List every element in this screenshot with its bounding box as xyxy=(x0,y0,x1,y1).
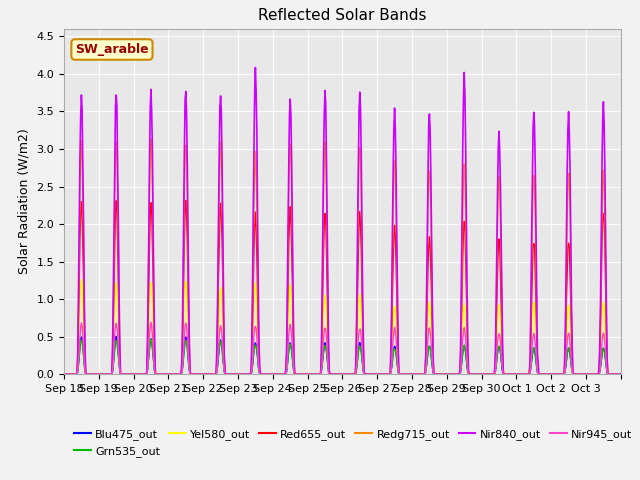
Blu475_out xyxy=(616,372,624,377)
Nir945_out xyxy=(257,372,264,377)
Line: Nir840_out: Nir840_out xyxy=(64,68,620,374)
Nir840_out xyxy=(401,372,408,377)
Nir840_out xyxy=(616,372,624,377)
Line: Yel580_out: Yel580_out xyxy=(64,279,620,374)
Blu475_out xyxy=(228,372,236,377)
Blu475_out xyxy=(256,371,264,377)
Blu475_out xyxy=(60,372,68,377)
Redg715_out xyxy=(147,136,155,142)
Yel580_out xyxy=(401,372,408,377)
Red655_out xyxy=(61,372,68,377)
Redg715_out xyxy=(400,372,408,377)
Nir840_out xyxy=(228,372,236,377)
Line: Blu475_out: Blu475_out xyxy=(64,336,620,374)
Nir840_out xyxy=(61,372,68,377)
Redg715_out xyxy=(256,370,264,376)
Blu475_out xyxy=(126,372,134,377)
Grn535_out xyxy=(432,372,440,377)
Nir840_out xyxy=(126,372,134,377)
Nir840_out xyxy=(252,65,259,71)
Title: Reflected Solar Bands: Reflected Solar Bands xyxy=(258,9,427,24)
Blu475_out xyxy=(113,334,120,339)
Redg715_out xyxy=(125,372,133,377)
Red655_out xyxy=(278,372,285,377)
Grn535_out xyxy=(126,372,134,377)
Nir840_out xyxy=(432,372,440,377)
Grn535_out xyxy=(401,372,408,377)
Line: Nir945_out: Nir945_out xyxy=(64,322,620,374)
Yel580_out xyxy=(127,372,134,377)
Nir945_out xyxy=(278,372,285,377)
Red655_out xyxy=(229,372,237,377)
Grn535_out xyxy=(60,372,68,377)
Redg715_out xyxy=(60,372,68,377)
Nir945_out xyxy=(147,319,155,325)
Legend: Blu475_out, Grn535_out, Yel580_out, Red655_out, Redg715_out, Nir840_out, Nir945_: Blu475_out, Grn535_out, Yel580_out, Red6… xyxy=(70,425,637,461)
Red655_out xyxy=(616,372,624,377)
Yel580_out xyxy=(257,372,264,377)
Nir945_out xyxy=(401,372,408,377)
Redg715_out xyxy=(228,372,236,377)
Nir945_out xyxy=(60,372,68,377)
Nir945_out xyxy=(616,372,624,377)
Red655_out xyxy=(126,372,134,377)
Nir945_out xyxy=(432,372,440,377)
Yel580_out xyxy=(278,372,285,377)
Line: Red655_out: Red655_out xyxy=(64,201,620,374)
Red655_out xyxy=(257,372,264,377)
Grn535_out xyxy=(278,372,285,377)
Grn535_out xyxy=(61,372,69,377)
Grn535_out xyxy=(229,372,237,377)
Yel580_out xyxy=(432,372,440,377)
Blu475_out xyxy=(400,372,408,377)
Nir840_out xyxy=(60,372,68,377)
Nir945_out xyxy=(126,372,134,377)
Text: SW_arable: SW_arable xyxy=(75,43,148,56)
Line: Redg715_out: Redg715_out xyxy=(64,139,620,374)
Redg715_out xyxy=(277,372,285,377)
Red655_out xyxy=(182,198,189,204)
Yel580_out xyxy=(62,372,70,377)
Line: Grn535_out: Grn535_out xyxy=(64,339,620,374)
Yel580_out xyxy=(229,372,237,377)
Red655_out xyxy=(401,372,408,377)
Redg715_out xyxy=(431,372,439,377)
Nir945_out xyxy=(229,372,237,377)
Blu475_out xyxy=(431,372,439,377)
Grn535_out xyxy=(147,336,155,342)
Redg715_out xyxy=(616,372,624,377)
Grn535_out xyxy=(257,372,264,377)
Yel580_out xyxy=(77,276,85,282)
Nir840_out xyxy=(257,372,264,377)
Yel580_out xyxy=(616,372,624,377)
Red655_out xyxy=(60,372,68,377)
Grn535_out xyxy=(616,372,624,377)
Nir840_out xyxy=(278,372,285,377)
Red655_out xyxy=(432,372,440,377)
Y-axis label: Solar Radiation (W/m2): Solar Radiation (W/m2) xyxy=(18,129,31,275)
Yel580_out xyxy=(60,372,68,377)
Nir945_out xyxy=(61,372,68,377)
Blu475_out xyxy=(277,372,285,377)
